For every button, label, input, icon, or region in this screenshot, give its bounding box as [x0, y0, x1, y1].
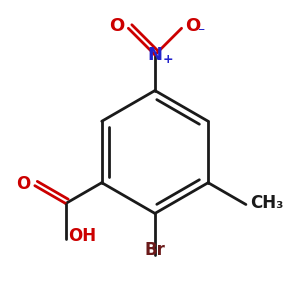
Text: CH₃: CH₃	[250, 194, 283, 211]
Text: O: O	[16, 175, 30, 193]
Text: Br: Br	[145, 241, 165, 259]
Text: O: O	[185, 17, 201, 35]
Text: ⁻: ⁻	[197, 25, 205, 39]
Text: N: N	[148, 46, 163, 64]
Text: OH: OH	[68, 227, 96, 245]
Text: O: O	[109, 17, 124, 35]
Text: +: +	[163, 53, 173, 66]
